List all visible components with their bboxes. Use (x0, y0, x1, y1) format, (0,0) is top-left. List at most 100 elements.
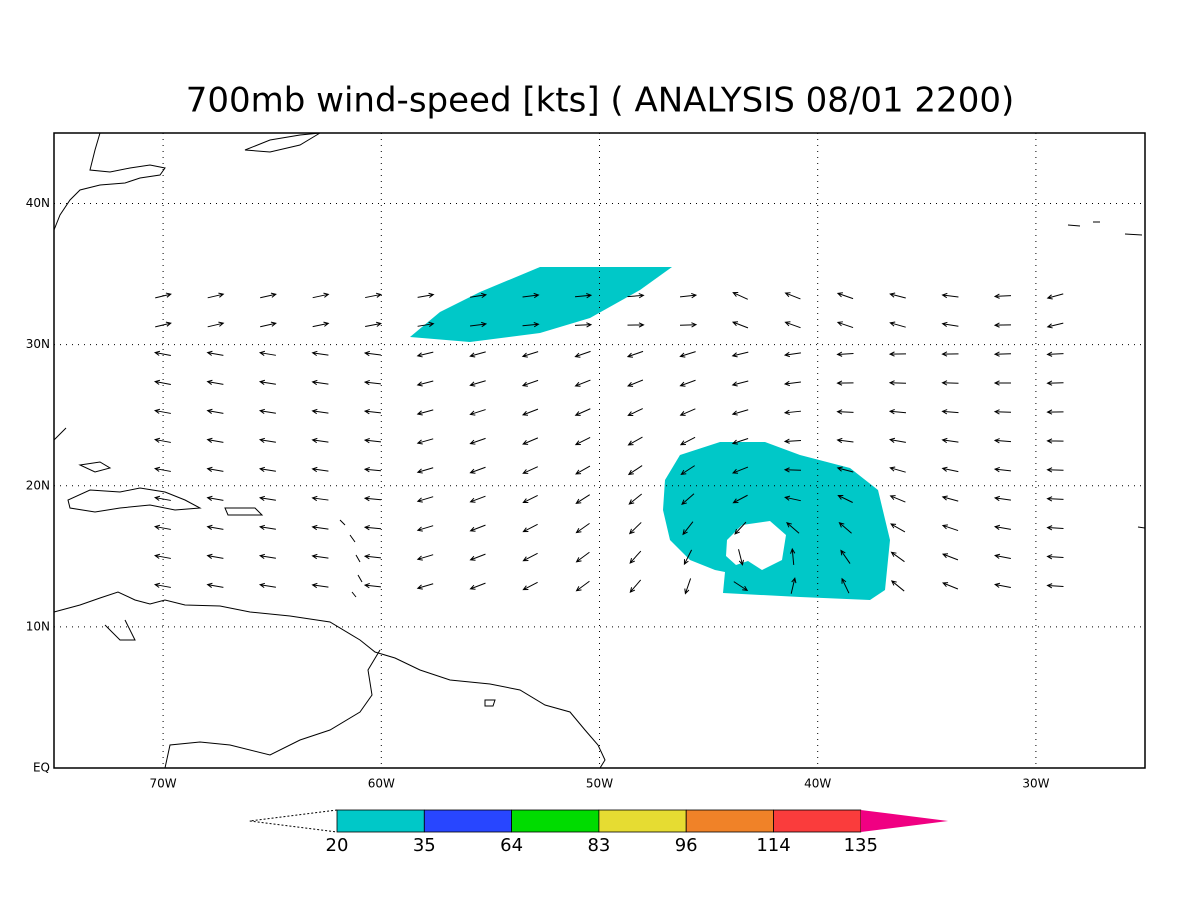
lon-label: 30W (1022, 777, 1049, 791)
wind-arrow (365, 292, 382, 299)
wind-arrow (417, 292, 435, 298)
wind-arrow (994, 582, 1011, 588)
lat-label: 30N (26, 337, 50, 351)
graticule: 70W 60W 50W 40W 30W EQ 10N 20N 30N 40N (26, 133, 1145, 791)
wind-arrow (731, 466, 749, 474)
colorbar-label: 35 (413, 835, 436, 856)
coastline (104, 619, 136, 641)
lat-label: 40N (26, 196, 50, 210)
wind-arrow (154, 408, 171, 414)
wind-arrow (207, 321, 225, 328)
wind-arrow (416, 409, 434, 416)
wind-arrow (469, 351, 486, 358)
wind-arrow (679, 379, 696, 387)
lon-label: 40W (804, 777, 831, 791)
wind-arrow (470, 321, 488, 328)
wind-arrow (522, 292, 540, 299)
wind-arrow (469, 582, 486, 590)
coastline (484, 699, 496, 707)
coastline (1067, 221, 1146, 529)
wind-arrow (416, 554, 434, 561)
wind-arrow (731, 409, 749, 416)
wind-arrow (522, 495, 538, 504)
wind-arrow (206, 553, 224, 559)
wind-arrow (206, 379, 224, 385)
wind-arrow (206, 466, 224, 472)
wind-arrow (363, 554, 382, 560)
wind-arrow (522, 581, 538, 591)
wind-arrow (626, 350, 644, 358)
wind-arrow (469, 409, 486, 416)
wind-arrow (575, 580, 590, 592)
wind-arrow (522, 322, 540, 328)
wind-arrow (679, 408, 696, 416)
wind-arrow (679, 322, 698, 328)
wind-area (410, 267, 672, 342)
wind-arrow (363, 408, 382, 415)
color-bar: 20 35 64 83 96 114 135 (249, 809, 949, 856)
wind-area (663, 442, 890, 600)
wind-arrow (783, 409, 802, 415)
wind-arrow (258, 495, 276, 502)
wind-arrow (890, 523, 906, 533)
wind-arrow (363, 379, 382, 386)
wind-arrow (783, 351, 801, 358)
wind-arrow (206, 524, 224, 530)
wind-shading (410, 267, 890, 600)
wind-arrow (783, 438, 802, 444)
colorbar-box (423, 809, 512, 833)
wind-arrow (836, 292, 854, 300)
lat-label: EQ (33, 761, 50, 775)
lon-label: 70W (150, 777, 177, 791)
wind-arrow (941, 321, 959, 328)
wind-arrow (363, 438, 382, 444)
wind-arrow (153, 524, 171, 530)
wind-arrow (993, 322, 1012, 328)
wind-arrow (416, 380, 434, 387)
colorbar-box (511, 809, 600, 833)
wind-arrow (627, 293, 645, 299)
wind-arrow (628, 522, 642, 535)
colorbar-label: 83 (587, 835, 610, 856)
wind-arrow (260, 321, 277, 328)
wind-arrow (941, 380, 959, 386)
wind-arrow (784, 292, 801, 300)
wind-arrow (311, 437, 329, 444)
wind-arrow (941, 351, 959, 357)
wind-arrow (994, 553, 1011, 559)
wind-arrow (312, 321, 330, 328)
wind-arrow (784, 495, 801, 502)
wind-arrow (888, 380, 907, 386)
coastline (224, 507, 264, 516)
wind-arrow (680, 465, 695, 476)
wind-arrow (941, 466, 959, 473)
wind-arrow (416, 351, 434, 358)
wind-arrow (154, 582, 171, 588)
wind-arrow (993, 438, 1012, 444)
wind-arrow (521, 408, 539, 416)
wind-arrow (627, 379, 644, 387)
wind-arrow (629, 550, 642, 564)
wind-arrow (1046, 554, 1064, 560)
wind-arrow (1046, 496, 1064, 502)
wind-arrow (838, 522, 852, 534)
wind-arrow (784, 321, 801, 329)
colorbar-label: 64 (500, 835, 523, 856)
wind-arrow (627, 436, 643, 446)
wind-arrow (311, 553, 329, 560)
wind-arrow (993, 524, 1011, 530)
coastline (339, 519, 363, 598)
wind-arrow (836, 437, 854, 444)
colorbar-box (336, 809, 425, 833)
lon-label: 60W (368, 777, 395, 791)
wind-arrow (416, 525, 434, 532)
wind-arrow (790, 547, 796, 566)
wind-arrow (363, 467, 382, 473)
wind-arrow (993, 495, 1011, 502)
wind-arrow (732, 292, 748, 300)
wind-arrow (627, 465, 643, 476)
wind-arrow (206, 408, 224, 414)
wind-arrow (363, 350, 382, 357)
